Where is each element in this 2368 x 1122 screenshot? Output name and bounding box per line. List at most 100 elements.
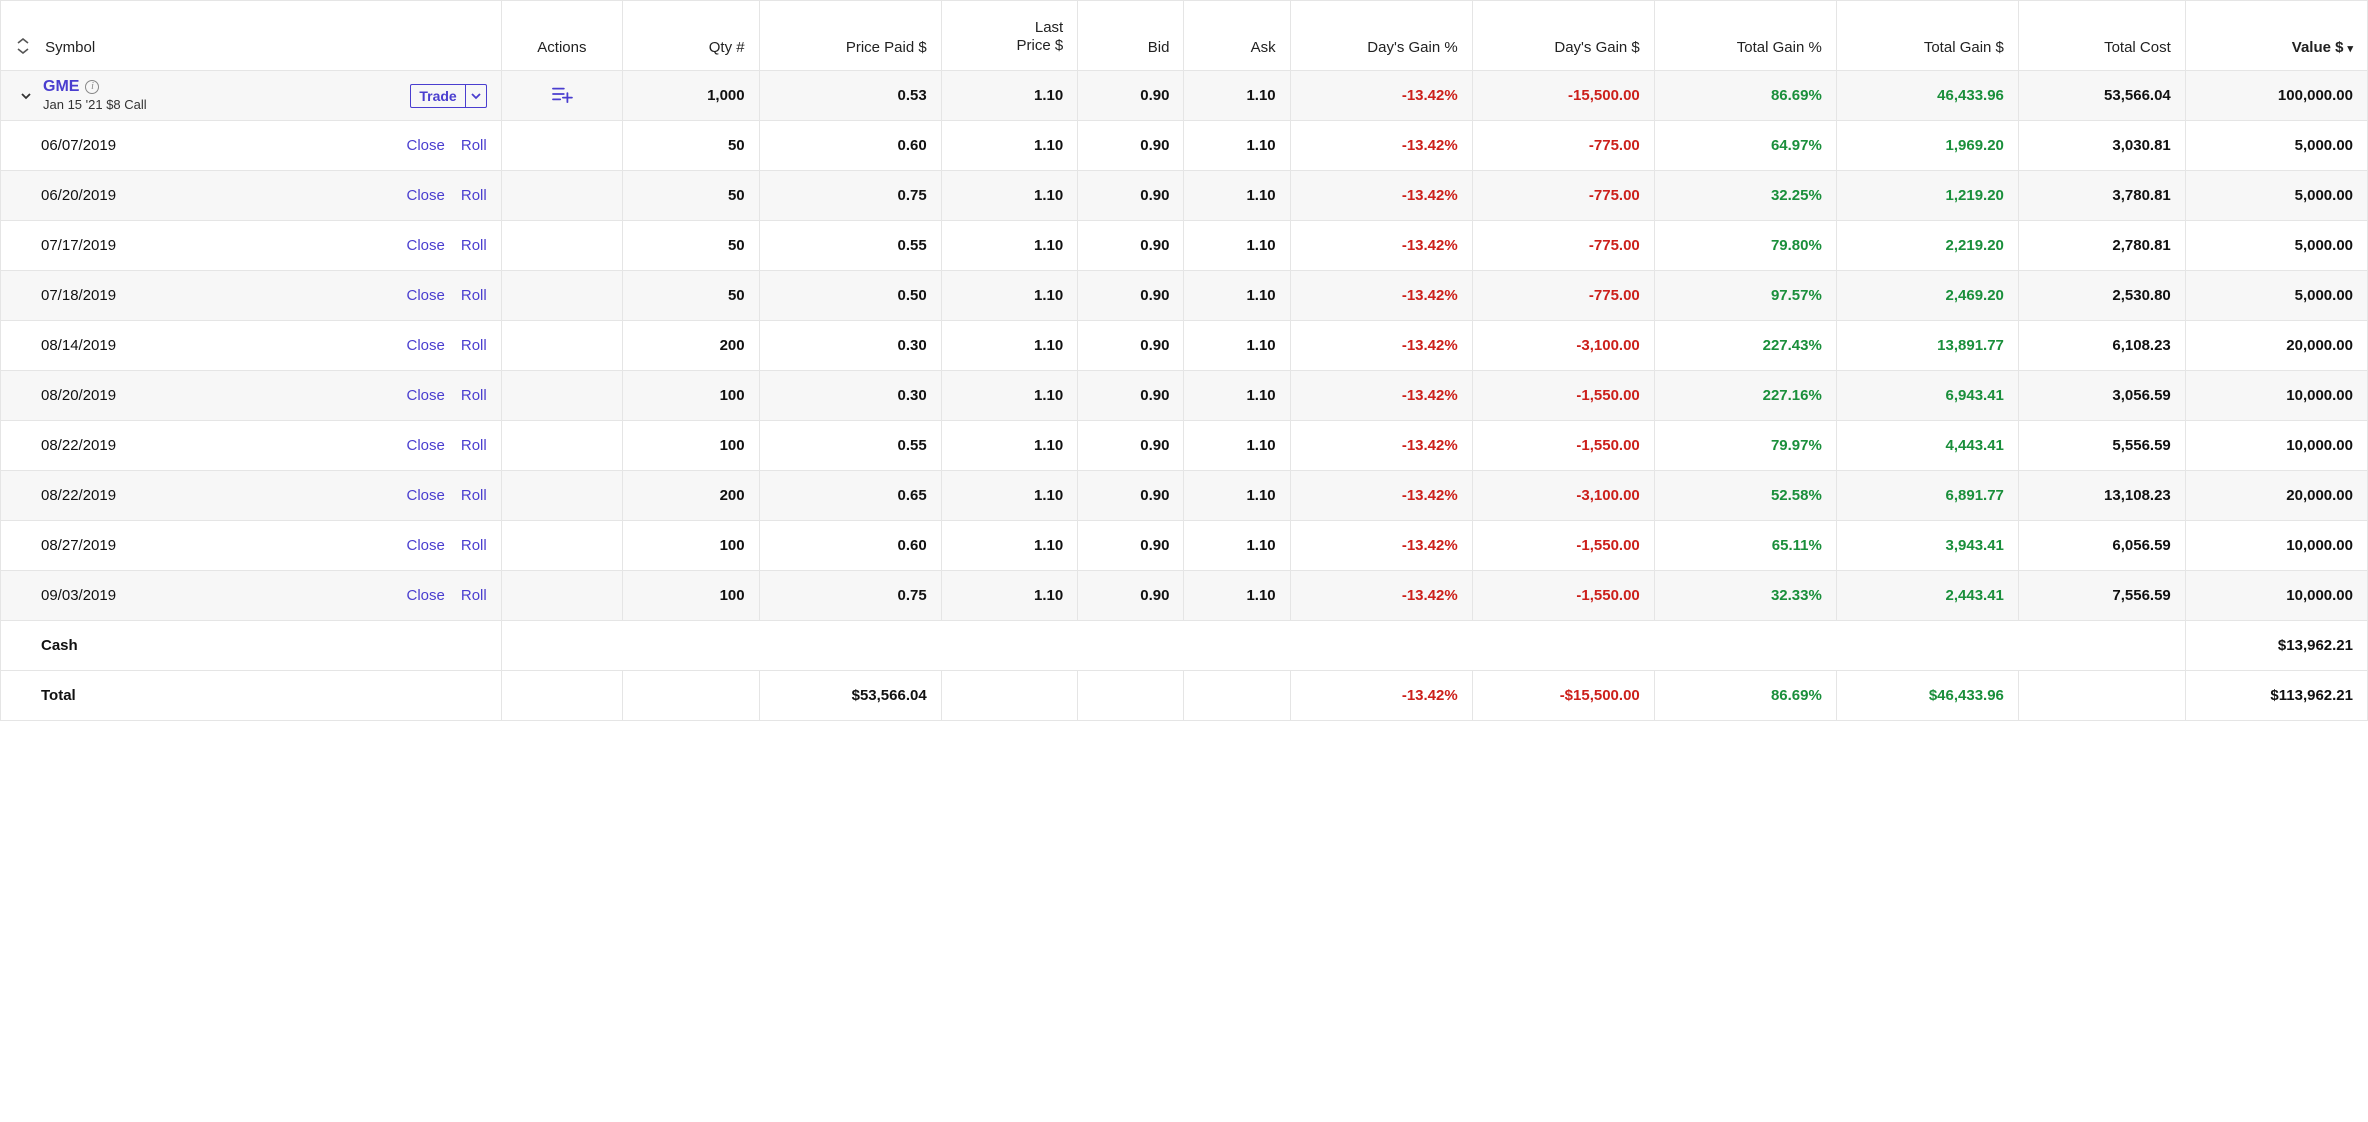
close-link[interactable]: Close bbox=[407, 437, 445, 454]
total-total-gain-usd: $46,433.96 bbox=[1836, 671, 2018, 721]
roll-link[interactable]: Roll bbox=[461, 437, 487, 454]
blank bbox=[1184, 671, 1290, 721]
day-gain-pct-cell: -13.42% bbox=[1290, 321, 1472, 371]
trade-button[interactable]: Trade bbox=[410, 84, 486, 108]
roll-link[interactable]: Roll bbox=[461, 287, 487, 304]
col-total-gain-usd[interactable]: Total Gain $ bbox=[1836, 1, 2018, 71]
col-price-paid[interactable]: Price Paid $ bbox=[759, 1, 941, 71]
lot-row: 08/14/2019CloseRoll2000.301.100.901.10-1… bbox=[1, 321, 2368, 371]
roll-link[interactable]: Roll bbox=[461, 187, 487, 204]
lot-row: 08/27/2019CloseRoll1000.601.100.901.10-1… bbox=[1, 521, 2368, 571]
roll-link[interactable]: Roll bbox=[461, 237, 487, 254]
price-paid-cell: 0.55 bbox=[759, 421, 941, 471]
lot-symbol-cell: 08/27/2019CloseRoll bbox=[1, 521, 502, 571]
bid-cell: 0.90 bbox=[1078, 421, 1184, 471]
ask-cell: 1.10 bbox=[1184, 471, 1290, 521]
day-gain-usd-cell: -775.00 bbox=[1472, 121, 1654, 171]
col-symbol[interactable]: Symbol bbox=[1, 1, 502, 71]
col-bid[interactable]: Bid bbox=[1078, 1, 1184, 71]
col-symbol-label: Symbol bbox=[45, 39, 95, 56]
total-day-gain-usd: -$15,500.00 bbox=[1472, 671, 1654, 721]
col-day-gain-pct[interactable]: Day's Gain % bbox=[1290, 1, 1472, 71]
total-gain-usd-cell: 3,943.41 bbox=[1836, 521, 2018, 571]
col-actions[interactable]: Actions bbox=[501, 1, 622, 71]
roll-link[interactable]: Roll bbox=[461, 137, 487, 154]
info-icon[interactable]: i bbox=[85, 80, 99, 94]
day-gain-usd-cell: -775.00 bbox=[1472, 221, 1654, 271]
bid-cell: 0.90 bbox=[1078, 71, 1184, 121]
day-gain-pct-cell: -13.42% bbox=[1290, 171, 1472, 221]
ask-cell: 1.10 bbox=[1184, 371, 1290, 421]
total-gain-pct-cell: 65.11% bbox=[1654, 521, 1836, 571]
price-paid-cell: 0.65 bbox=[759, 471, 941, 521]
bid-cell: 0.90 bbox=[1078, 571, 1184, 621]
price-paid-cell: 0.60 bbox=[759, 521, 941, 571]
lot-symbol-cell: 08/22/2019CloseRoll bbox=[1, 421, 502, 471]
lot-date: 08/20/2019 bbox=[41, 387, 116, 404]
total-value: $113,962.21 bbox=[2185, 671, 2367, 721]
total-cost-cell: 2,530.80 bbox=[2018, 271, 2185, 321]
close-link[interactable]: Close bbox=[407, 237, 445, 254]
lot-date: 07/17/2019 bbox=[41, 237, 116, 254]
last-price-cell: 1.10 bbox=[941, 71, 1078, 121]
total-cost-cell: 6,108.23 bbox=[2018, 321, 2185, 371]
value-cell: 5,000.00 bbox=[2185, 121, 2367, 171]
bid-cell: 0.90 bbox=[1078, 371, 1184, 421]
last-price-cell: 1.10 bbox=[941, 171, 1078, 221]
lot-row: 07/18/2019CloseRoll500.501.100.901.10-13… bbox=[1, 271, 2368, 321]
roll-link[interactable]: Roll bbox=[461, 387, 487, 404]
total-gain-usd-cell: 2,219.20 bbox=[1836, 221, 2018, 271]
close-link[interactable]: Close bbox=[407, 187, 445, 204]
col-total-gain-pct[interactable]: Total Gain % bbox=[1654, 1, 1836, 71]
col-ask[interactable]: Ask bbox=[1184, 1, 1290, 71]
expand-toggle-icon[interactable] bbox=[19, 89, 33, 103]
positions-table: Symbol Actions Qty # Price Paid $ LastPr… bbox=[0, 0, 2368, 721]
last-price-cell: 1.10 bbox=[941, 471, 1078, 521]
close-link[interactable]: Close bbox=[407, 487, 445, 504]
col-value[interactable]: Value $▾ bbox=[2185, 1, 2367, 71]
bid-cell: 0.90 bbox=[1078, 221, 1184, 271]
blank bbox=[501, 671, 622, 721]
cash-row: Cash$13,962.21 bbox=[1, 621, 2368, 671]
total-cost-cell: 6,056.59 bbox=[2018, 521, 2185, 571]
add-to-list-icon[interactable] bbox=[551, 90, 573, 107]
total-gain-usd-cell: 6,891.77 bbox=[1836, 471, 2018, 521]
day-gain-pct-cell: -13.42% bbox=[1290, 471, 1472, 521]
total-price-paid: $53,566.04 bbox=[759, 671, 941, 721]
day-gain-pct-cell: -13.42% bbox=[1290, 421, 1472, 471]
price-paid-cell: 0.75 bbox=[759, 171, 941, 221]
total-gain-usd-cell: 2,469.20 bbox=[1836, 271, 2018, 321]
close-link[interactable]: Close bbox=[407, 337, 445, 354]
close-link[interactable]: Close bbox=[407, 137, 445, 154]
actions-cell bbox=[501, 521, 622, 571]
qty-cell: 50 bbox=[623, 121, 760, 171]
collapse-all-icon[interactable] bbox=[15, 39, 45, 56]
close-link[interactable]: Close bbox=[407, 287, 445, 304]
roll-link[interactable]: Roll bbox=[461, 587, 487, 604]
close-link[interactable]: Close bbox=[407, 387, 445, 404]
bid-cell: 0.90 bbox=[1078, 171, 1184, 221]
col-last-price[interactable]: LastPrice $ bbox=[941, 1, 1078, 71]
value-cell: 10,000.00 bbox=[2185, 571, 2367, 621]
price-paid-cell: 0.75 bbox=[759, 571, 941, 621]
col-total-cost[interactable]: Total Cost bbox=[2018, 1, 2185, 71]
ask-cell: 1.10 bbox=[1184, 521, 1290, 571]
roll-link[interactable]: Roll bbox=[461, 537, 487, 554]
roll-link[interactable]: Roll bbox=[461, 337, 487, 354]
total-cost-cell: 3,030.81 bbox=[2018, 121, 2185, 171]
lot-symbol-cell: 09/03/2019CloseRoll bbox=[1, 571, 502, 621]
roll-link[interactable]: Roll bbox=[461, 487, 487, 504]
option-description: Jan 15 '21 $8 Call bbox=[43, 97, 147, 113]
trade-dropdown-toggle[interactable] bbox=[465, 85, 486, 107]
ticker-link[interactable]: GMEi bbox=[43, 77, 147, 97]
col-qty[interactable]: Qty # bbox=[623, 1, 760, 71]
actions-cell bbox=[501, 571, 622, 621]
total-gain-usd-cell: 4,443.41 bbox=[1836, 421, 2018, 471]
value-cell: 20,000.00 bbox=[2185, 471, 2367, 521]
actions-cell bbox=[501, 121, 622, 171]
col-day-gain-usd[interactable]: Day's Gain $ bbox=[1472, 1, 1654, 71]
lot-date: 06/20/2019 bbox=[41, 187, 116, 204]
close-link[interactable]: Close bbox=[407, 587, 445, 604]
close-link[interactable]: Close bbox=[407, 537, 445, 554]
bid-cell: 0.90 bbox=[1078, 521, 1184, 571]
